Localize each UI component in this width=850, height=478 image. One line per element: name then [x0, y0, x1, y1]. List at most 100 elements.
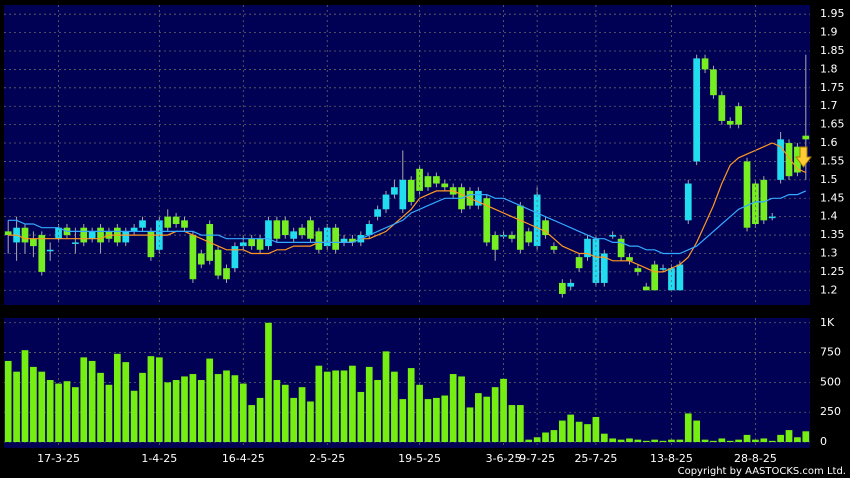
- volume-bar: [88, 360, 96, 443]
- y-tick-label: 1.2: [820, 283, 838, 296]
- volume-bar: [600, 433, 608, 443]
- y-tick-label: 1.85: [820, 44, 845, 57]
- candle-body: [726, 120, 734, 125]
- candle-body: [281, 220, 289, 236]
- candle-body: [80, 227, 88, 243]
- volume-bar: [231, 375, 239, 443]
- candle-body: [382, 194, 390, 210]
- y-tick-label: 1.35: [820, 228, 845, 241]
- volume-bar: [30, 366, 37, 443]
- candle-body: [802, 135, 810, 140]
- candle-body: [365, 224, 373, 236]
- volume-bar: [642, 440, 650, 443]
- candle-body: [567, 282, 575, 287]
- candle-body: [424, 176, 432, 188]
- signal-arrow: [795, 146, 812, 168]
- volume-bar: [584, 424, 591, 443]
- candle-body: [525, 231, 533, 243]
- candle-body: [315, 231, 323, 250]
- candle-body: [265, 220, 272, 247]
- volume-bar: [516, 405, 524, 443]
- y-tick-label: 1.7: [820, 99, 838, 112]
- volume-bar: [315, 365, 323, 443]
- candle-body: [332, 227, 339, 250]
- x-tick-label: 2-5-25: [309, 452, 345, 465]
- candle-body: [21, 227, 29, 243]
- candle-body: [684, 183, 692, 221]
- candle-body: [46, 249, 54, 252]
- volume-bar: [458, 376, 465, 443]
- candle-body: [197, 253, 205, 265]
- volume-bar: [500, 378, 507, 443]
- volume-bar: [340, 370, 348, 443]
- volume-bar: [760, 438, 768, 443]
- volume-bar: [550, 430, 558, 443]
- x-tick-label: 19-5-25: [398, 452, 441, 465]
- volume-bar: [13, 371, 20, 443]
- volume-bar: [382, 351, 390, 443]
- volume-bar: [659, 440, 667, 443]
- volume-bar: [147, 356, 155, 443]
- candle-body: [668, 268, 675, 291]
- y-tick-label: 1.95: [820, 7, 845, 20]
- candle-body: [642, 286, 650, 291]
- candle-body: [298, 227, 306, 236]
- volume-bar: [441, 395, 449, 443]
- candle-body: [223, 268, 230, 280]
- volume-bar: [80, 357, 88, 443]
- candle-body: [164, 216, 172, 228]
- volume-bar: [290, 397, 298, 443]
- volume-bar: [575, 421, 583, 443]
- volume-bar: [181, 376, 188, 443]
- candle-body: [550, 246, 558, 250]
- volume-bar: [693, 420, 701, 443]
- volume-bar: [164, 382, 172, 443]
- volume-bar: [349, 365, 356, 443]
- candle-body: [483, 198, 491, 243]
- volume-bar: [684, 413, 692, 443]
- candle-body: [433, 176, 440, 184]
- candle-body: [239, 242, 247, 247]
- volume-bar: [483, 396, 491, 443]
- volume-bar: [155, 357, 163, 443]
- candle-body: [768, 216, 776, 219]
- volume-bar: [357, 391, 365, 443]
- volume-bar: [525, 439, 533, 443]
- y-tick-label: 0: [820, 435, 827, 448]
- candle-body: [735, 106, 742, 125]
- volume-bar: [130, 390, 138, 443]
- candle-body: [743, 161, 751, 228]
- candle-body: [676, 264, 684, 291]
- volume-bar: [794, 437, 801, 443]
- candle-body: [72, 242, 79, 244]
- candle-body: [542, 220, 549, 236]
- volume-bar: [466, 407, 474, 443]
- volume-bar: [273, 380, 281, 443]
- x-tick-label: 25-7-25: [574, 452, 617, 465]
- y-tick-label: 1.65: [820, 118, 845, 131]
- volume-bar: [265, 322, 272, 443]
- y-tick-label: 1.6: [820, 136, 838, 149]
- candle-body: [231, 246, 239, 269]
- volume-bar: [332, 370, 339, 443]
- volume-bar: [97, 372, 104, 443]
- volume-bar: [701, 439, 709, 443]
- candle-body: [777, 139, 784, 180]
- volume-bar: [72, 387, 79, 443]
- volume-bar: [491, 387, 499, 443]
- candle-body: [693, 58, 701, 162]
- candle-body: [416, 168, 423, 191]
- volume-bar: [592, 416, 600, 443]
- moving-average: [8, 190, 807, 255]
- candle-body: [575, 257, 583, 269]
- volume-bar: [617, 439, 625, 443]
- candle-body: [516, 205, 524, 250]
- y-tick-label: 1.5: [820, 173, 838, 186]
- candle-body: [97, 227, 104, 243]
- candle-body: [617, 238, 625, 258]
- y-tick-label: 1.8: [820, 62, 838, 75]
- candle-body: [710, 69, 717, 96]
- y-tick-label: 1.4: [820, 210, 838, 223]
- volume-bar: [281, 384, 289, 443]
- candle-body: [172, 216, 180, 225]
